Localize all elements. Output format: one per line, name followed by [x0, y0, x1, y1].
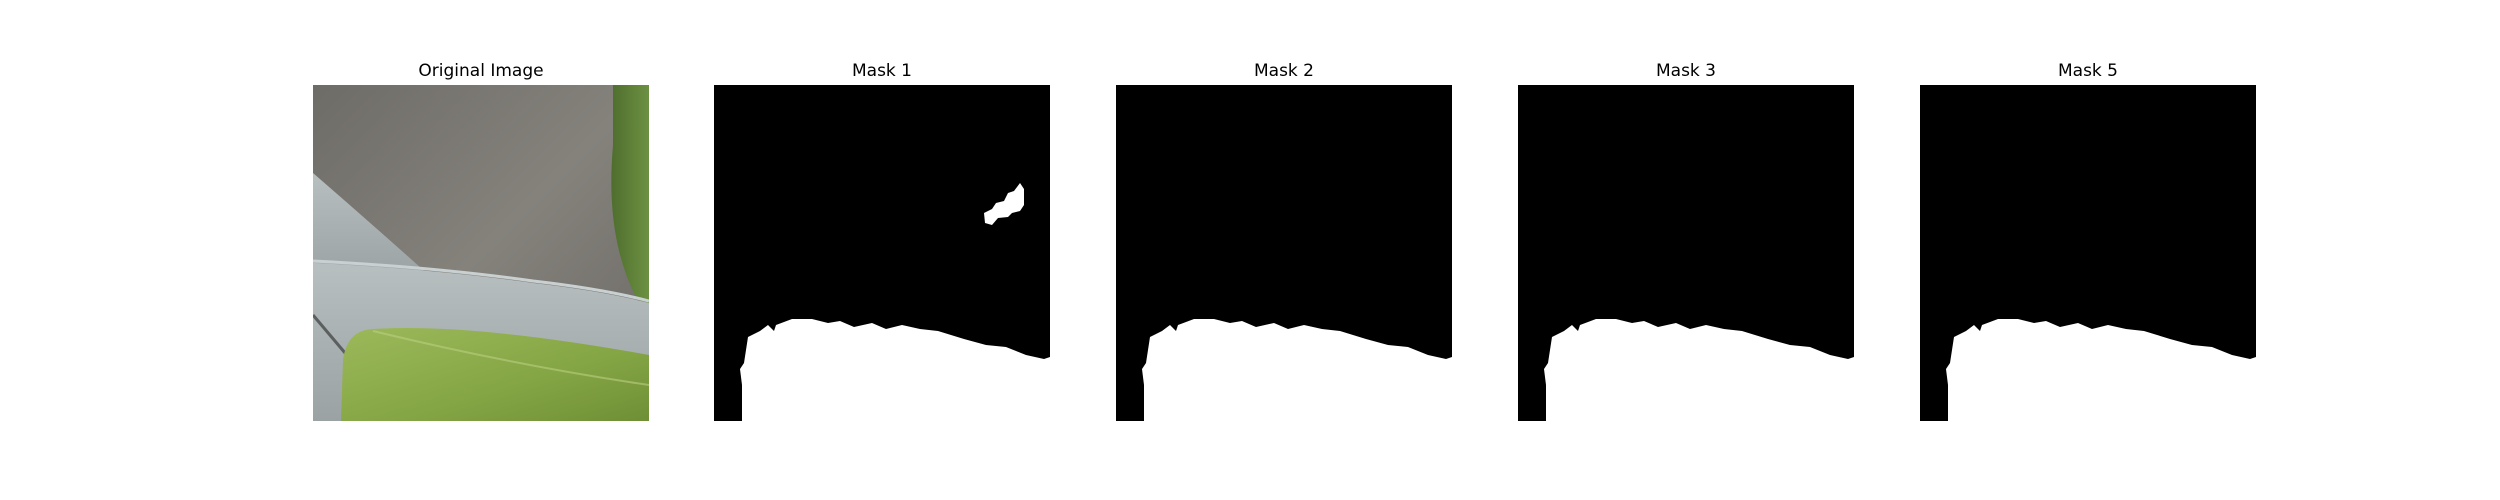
- mask-3-image: [1518, 85, 1854, 421]
- mask-2-image: [1116, 85, 1452, 421]
- panel-title: Mask 3: [1655, 61, 1716, 81]
- pot-rim-highlight: [313, 259, 649, 303]
- mask-leaf-region: [1946, 319, 2256, 421]
- panel-title: Mask 1: [851, 61, 912, 81]
- panel-title: Original Image: [418, 61, 544, 81]
- original-image: [313, 85, 649, 421]
- green-leaf-edge: [611, 85, 649, 310]
- mask-leaf-region: [740, 319, 1050, 421]
- panel-mask-1: Mask 1: [714, 0, 1050, 500]
- leaf-midrib: [372, 330, 649, 386]
- mask-5-image: [1920, 85, 2256, 421]
- panel-mask-2: Mask 2: [1116, 0, 1452, 500]
- mask-blob: [984, 183, 1024, 225]
- panel-title: Mask 5: [2057, 61, 2118, 81]
- big-leaf: [341, 328, 649, 421]
- panel-original-image: Original Image: [313, 0, 649, 500]
- mask-leaf-region: [1544, 319, 1854, 421]
- mask-1-image: [714, 85, 1050, 421]
- mask-leaf-region: [1142, 319, 1452, 421]
- panel-title: Mask 2: [1253, 61, 1314, 81]
- panel-mask-3: Mask 3: [1518, 0, 1854, 500]
- pot-upper-edge: [313, 173, 431, 277]
- panel-mask-5: Mask 5: [1920, 0, 2256, 500]
